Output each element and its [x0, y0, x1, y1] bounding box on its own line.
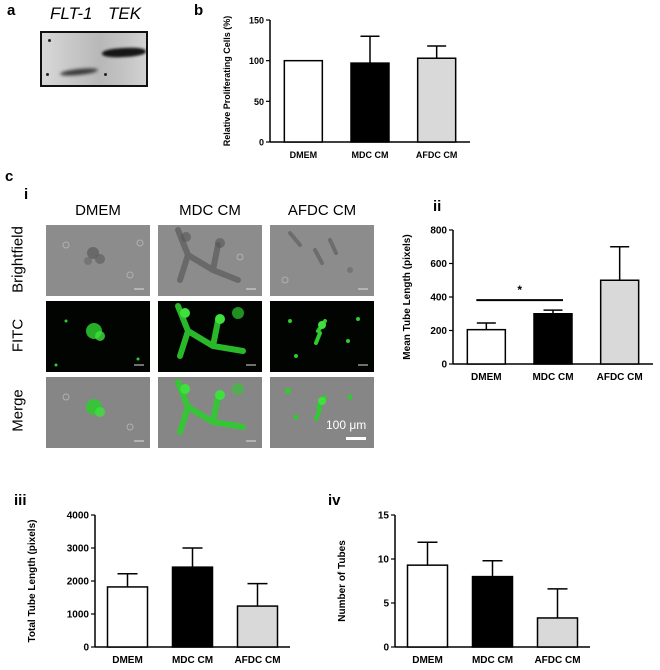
y-tick-label: 800	[430, 226, 447, 237]
x-tick-label: MDC CM	[172, 655, 213, 666]
bar-afdc-cm	[536, 617, 579, 648]
bar-dmem	[283, 59, 324, 143]
y-tick-label: 50	[254, 97, 264, 107]
x-tick-label: AFDC CM	[416, 150, 458, 160]
y-tick-label: 600	[430, 259, 447, 270]
bar-mdc-cm	[533, 313, 573, 365]
bar-dmem	[106, 586, 149, 648]
blot-band-flt1	[59, 67, 99, 77]
scale-bar-label: 100 μm	[326, 418, 367, 432]
bar-dmem	[406, 564, 449, 648]
bar-mdc-cm	[471, 575, 514, 648]
y-axis-label: Number of Tubes	[337, 540, 348, 622]
micrograph-fitc-mdc	[158, 301, 262, 372]
y-tick-label: 4000	[67, 511, 90, 522]
chart-b: 0 50 100 150 Relative Proliferating Cells (%…	[222, 16, 470, 160]
panel-label-i: i	[24, 186, 29, 203]
x-tick-label: MDC CM	[532, 372, 573, 383]
micrograph-merge-afdc	[270, 377, 374, 448]
micrograph-merge-dmem	[46, 377, 150, 448]
blot-lane-label-flt1: FLT-1	[50, 4, 93, 23]
y-tick-label: 0	[441, 360, 447, 371]
chart-iii: 0 1000 2000 3000 4000 Total Tube Length (pixe…	[27, 511, 290, 666]
y-tick-label: 10	[378, 555, 390, 566]
bar-mdc-cm	[350, 62, 390, 143]
bar-afdc-cm	[416, 57, 457, 143]
x-tick-label: DMEM	[290, 150, 318, 160]
scale-bar	[346, 437, 366, 440]
y-tick-label: 15	[378, 511, 390, 522]
column-label-mdc: MDC CM	[179, 202, 241, 219]
micrograph-brightfield-afdc	[270, 225, 374, 296]
x-tick-label: AFDC CM	[234, 655, 280, 666]
y-axis-label: Total Tube Length (pixels)	[27, 520, 38, 643]
x-tick-label: AFDC CM	[597, 372, 643, 383]
panel-label-iii: iii	[14, 492, 27, 509]
column-label-afdc: AFDC CM	[287, 202, 357, 219]
micrograph-fitc-afdc	[270, 301, 374, 372]
blot-speck	[104, 73, 107, 76]
bar-mdc-cm	[171, 566, 214, 648]
x-tick-label: DMEM	[471, 372, 502, 383]
significance-marker: *	[517, 283, 522, 297]
x-tick-label: DMEM	[112, 655, 143, 666]
x-tick-label: DMEM	[412, 655, 443, 666]
panel-label-ii: ii	[433, 198, 442, 215]
y-tick-label: 100	[249, 56, 264, 66]
x-tick-label: MDC CM	[352, 150, 389, 160]
y-tick-label: 3000	[67, 544, 90, 555]
y-tick-label: 1000	[67, 610, 90, 621]
x-tick-label: AFDC CM	[534, 655, 580, 666]
y-axis-label: Mean Tube Length (pixels)	[402, 234, 413, 359]
panel-label-a: a	[7, 2, 16, 19]
micrograph-merge-mdc	[158, 377, 262, 448]
micrograph-brightfield-dmem	[46, 225, 150, 296]
bar-afdc-cm	[599, 279, 640, 365]
x-tick-label: MDC CM	[472, 655, 513, 666]
y-axis-label: Relative Proliferating Cells (%)	[222, 16, 232, 147]
y-tick-label: 400	[430, 293, 447, 304]
column-label-dmem: DMEM	[75, 202, 121, 219]
chart-ii: 0 200 400 600 800 Mean Tube Length (pixels) DM…	[402, 226, 653, 383]
blot-speck	[46, 73, 49, 76]
y-tick-label: 150	[249, 16, 264, 26]
y-tick-label: 200	[430, 326, 447, 337]
row-label-merge: Merge	[9, 389, 27, 432]
panel-label-b: b	[194, 2, 204, 19]
y-tick-label: 2000	[67, 577, 90, 588]
western-blot-image	[40, 31, 148, 87]
y-tick-label: 0	[259, 138, 264, 148]
chart-iv: 0 5 10 15 Number of Tubes DMEM MDC CM AFDC CM	[337, 511, 590, 666]
bar-afdc-cm	[236, 605, 279, 648]
micrograph-fitc-dmem	[46, 301, 150, 372]
y-tick-label: 0	[83, 643, 89, 654]
bar-dmem	[466, 328, 507, 365]
blot-speck	[48, 39, 51, 42]
y-tick-label: 5	[383, 599, 389, 610]
panel-label-c: c	[5, 168, 14, 185]
blot-lane-label-tek: TEK	[108, 4, 142, 23]
micrograph-brightfield-mdc	[158, 225, 262, 296]
panel-label-iv: iv	[328, 492, 341, 509]
y-tick-label: 0	[383, 643, 389, 654]
blot-band-tek	[101, 46, 146, 59]
